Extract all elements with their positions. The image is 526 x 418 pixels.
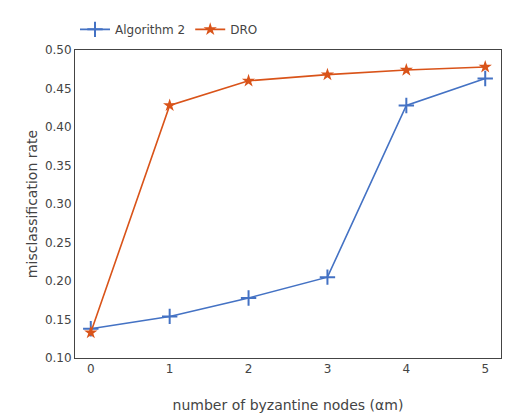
svg-text:0.15: 0.15 <box>45 313 72 327</box>
svg-text:3: 3 <box>324 362 332 376</box>
svg-text:0.30: 0.30 <box>45 197 72 211</box>
svg-text:5: 5 <box>481 362 489 376</box>
svg-text:0.40: 0.40 <box>45 120 72 134</box>
svg-text:Algorithm 2: Algorithm 2 <box>115 23 185 37</box>
svg-text:misclassification rate: misclassification rate <box>24 130 40 278</box>
svg-text:0.20: 0.20 <box>45 274 72 288</box>
svg-text:0.25: 0.25 <box>45 236 72 250</box>
svg-text:0.45: 0.45 <box>45 82 72 96</box>
svg-text:number of byzantine nodes (αm): number of byzantine nodes (αm) <box>173 397 404 413</box>
svg-text:0.35: 0.35 <box>45 159 72 173</box>
svg-text:4: 4 <box>403 362 411 376</box>
svg-text:0.10: 0.10 <box>45 351 72 365</box>
svg-text:1: 1 <box>166 362 174 376</box>
svg-text:0.50: 0.50 <box>45 43 72 57</box>
svg-text:0: 0 <box>87 362 95 376</box>
svg-text:DRO: DRO <box>230 23 257 37</box>
svg-text:2: 2 <box>245 362 253 376</box>
